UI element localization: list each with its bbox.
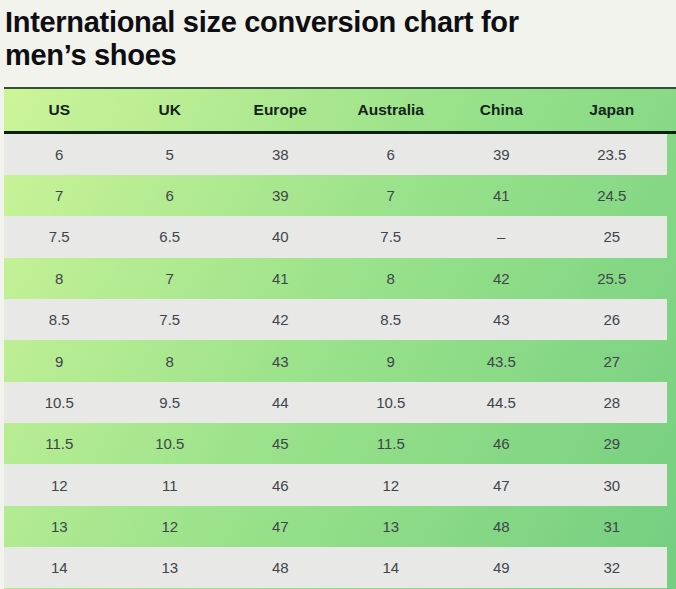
cell: 32 (557, 559, 668, 576)
cell: 39 (225, 187, 336, 204)
cell: 44 (225, 394, 336, 411)
cell: 42 (446, 270, 557, 287)
cell: 31 (557, 518, 668, 535)
cell: 30 (557, 477, 668, 494)
column-header-australia: Australia (336, 101, 447, 119)
column-header-europe: Europe (225, 101, 336, 119)
cell: 5 (115, 146, 226, 163)
cell: 11.5 (336, 435, 447, 452)
cell: 25.5 (557, 270, 668, 287)
cell: 8.5 (336, 311, 447, 328)
table-header-row: USUKEuropeAustraliaChinaJapan (4, 89, 667, 131)
page: International size conversion chart for … (0, 0, 676, 589)
cell: 28 (557, 394, 668, 411)
cell: 13 (336, 518, 447, 535)
cell: 7.5 (115, 311, 226, 328)
cell: 47 (225, 518, 336, 535)
cell: 43 (225, 353, 336, 370)
cell: 7 (115, 270, 226, 287)
table-row: 7.56.5407.5–25 (4, 216, 667, 257)
cell: 10.5 (115, 435, 226, 452)
cell: 39 (446, 146, 557, 163)
cell: 12 (4, 477, 115, 494)
size-conversion-table: USUKEuropeAustraliaChinaJapan 653863923.… (4, 87, 676, 589)
table-row: 8.57.5428.54326 (4, 299, 667, 340)
cell: 23.5 (557, 146, 668, 163)
cell: 14 (4, 559, 115, 576)
cell: 13 (4, 518, 115, 535)
cell: 25 (557, 228, 668, 245)
cell: 40 (225, 228, 336, 245)
column-header-us: US (4, 101, 115, 119)
cell: 24.5 (557, 187, 668, 204)
cell: 11.5 (4, 435, 115, 452)
cell: 12 (115, 518, 226, 535)
cell: 8 (336, 270, 447, 287)
cell: 48 (225, 559, 336, 576)
column-header-china: China (446, 101, 557, 119)
cell: 12 (336, 477, 447, 494)
table-row: 653863923.5 (4, 134, 667, 175)
cell: 26 (557, 311, 668, 328)
cell: 8 (115, 353, 226, 370)
table-row: 141348144932 (4, 547, 667, 588)
cell: 49 (446, 559, 557, 576)
table-row: 763974124.5 (4, 175, 667, 216)
cell: 7 (336, 187, 447, 204)
cell: 14 (336, 559, 447, 576)
cell: 9.5 (115, 394, 226, 411)
cell: 8.5 (4, 311, 115, 328)
cell: 43 (446, 311, 557, 328)
table-row: 131247134831 (4, 506, 667, 547)
cell: 27 (557, 353, 668, 370)
cell: 43.5 (446, 353, 557, 370)
cell: 6.5 (115, 228, 226, 245)
page-title-line-2: men’s shoes (5, 39, 666, 72)
cell: 47 (446, 477, 557, 494)
cell: 13 (115, 559, 226, 576)
cell: 42 (225, 311, 336, 328)
cell: 10.5 (336, 394, 447, 411)
cell: 46 (225, 477, 336, 494)
cell: 9 (4, 353, 115, 370)
cell: 6 (4, 146, 115, 163)
cell: 10.5 (4, 394, 115, 411)
cell: 6 (115, 187, 226, 204)
cell: 48 (446, 518, 557, 535)
column-header-japan: Japan (557, 101, 668, 119)
table-row: 121146124730 (4, 464, 667, 505)
cell: 9 (336, 353, 447, 370)
table-row: 10.59.54410.544.528 (4, 382, 667, 423)
cell: 7.5 (336, 228, 447, 245)
cell: 44.5 (446, 394, 557, 411)
page-title: International size conversion chart for … (0, 0, 676, 72)
cell: 41 (225, 270, 336, 287)
cell: 8 (4, 270, 115, 287)
cell: 29 (557, 435, 668, 452)
cell: 7.5 (4, 228, 115, 245)
cell: – (446, 228, 557, 245)
cell: 11 (115, 477, 226, 494)
page-title-line-1: International size conversion chart for (5, 6, 666, 39)
cell: 41 (446, 187, 557, 204)
cell: 45 (225, 435, 336, 452)
cell: 46 (446, 435, 557, 452)
column-header-uk: UK (115, 101, 226, 119)
table-body: 653863923.5763974124.57.56.5407.5–258741… (4, 134, 676, 589)
table-row: 11.510.54511.54629 (4, 423, 667, 464)
cell: 38 (225, 146, 336, 163)
table-row: 9843943.527 (4, 340, 667, 381)
table-row: 874184225.5 (4, 258, 667, 299)
cell: 6 (336, 146, 447, 163)
cell: 7 (4, 187, 115, 204)
